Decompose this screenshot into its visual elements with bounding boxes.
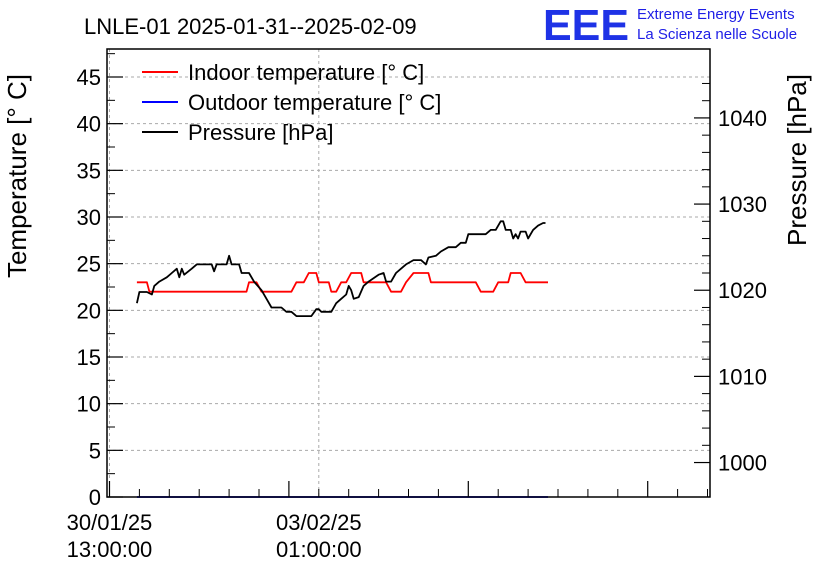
- logo-mark: EEE: [543, 1, 629, 50]
- x-tick-label: 01:00:00: [276, 537, 362, 562]
- y-tick-label: 45: [77, 65, 101, 90]
- plot-frame: [106, 48, 711, 498]
- y-tick-label: 40: [77, 112, 101, 137]
- y-tick-label: 0: [89, 485, 101, 510]
- x-tick-label: 30/01/25: [67, 510, 153, 535]
- chart-title: LNLE-01 2025-01-31--2025-02-09: [84, 14, 417, 39]
- y-tick-label: 25: [77, 252, 101, 277]
- series-line-2: [136, 220, 546, 318]
- y-tick-label: 15: [77, 345, 101, 370]
- legend-label-pressure: Pressure [hPa]: [188, 120, 334, 145]
- y-tick-label: 10: [77, 392, 101, 417]
- legend-label-indoor: Indoor temperature [° C]: [188, 60, 424, 85]
- y2-tick-label: 1040: [718, 106, 767, 131]
- series-layer: [136, 220, 548, 498]
- y2-tick-label: 1000: [718, 451, 767, 476]
- y2-tick-label: 1010: [718, 364, 767, 389]
- x-tick-label: 13:00:00: [67, 537, 153, 562]
- legend-label-outdoor: Outdoor temperature [° C]: [188, 90, 441, 115]
- y2-axis-label: Pressure [hPa]: [782, 74, 812, 246]
- y-tick-label: 20: [77, 298, 101, 323]
- y-axis-label: Temperature [° C]: [2, 74, 32, 278]
- legend: Indoor temperature [° C] Outdoor tempera…: [142, 60, 441, 145]
- y-tick-label: 5: [89, 438, 101, 463]
- eee-logo: EEE Extreme Energy Events La Scienza nel…: [543, 1, 797, 50]
- y-tick-label: 30: [77, 205, 101, 230]
- y-tick-label: 35: [77, 158, 101, 183]
- y2-tick-label: 1020: [718, 278, 767, 303]
- logo-line-2: La Scienza nelle Scuole: [637, 26, 797, 43]
- y2-tick-label: 1030: [718, 192, 767, 217]
- x-tick-label: 03/02/25: [276, 510, 362, 535]
- logo-line-1: Extreme Energy Events: [637, 6, 795, 23]
- series-line-0: [136, 272, 548, 293]
- right-axis: 1000 1010 1020 1030 1040: [694, 82, 767, 476]
- grid-lines: [107, 49, 710, 497]
- left-axis: 0 5 10 15 20 25 30 35 40 45: [77, 53, 123, 510]
